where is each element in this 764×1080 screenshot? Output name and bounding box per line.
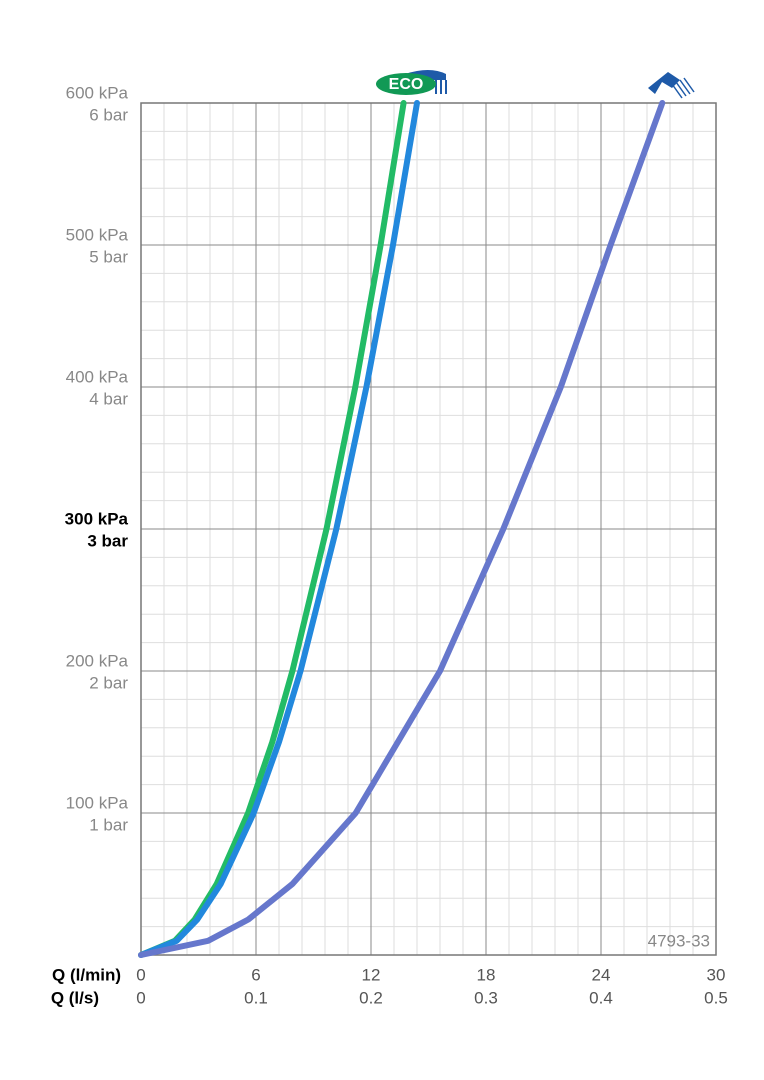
y-tick-label: 500 kPa (66, 225, 129, 244)
x2-tick-label: 0.2 (359, 988, 383, 1007)
plot-frame (140, 102, 717, 956)
curve (138, 100, 420, 958)
y-tick-label: 100 kPa (66, 793, 129, 812)
y2-tick-label: 3 bar (87, 531, 128, 550)
x2-tick-label: 0.5 (704, 988, 728, 1007)
x2-tick-label: 0.3 (474, 988, 498, 1007)
eco-icon: ECO (376, 70, 447, 95)
x-tick-label: 24 (592, 965, 611, 984)
y-tick-label: 600 kPa (66, 83, 129, 102)
shower-icon (648, 72, 695, 99)
x2-tick-label: 0.1 (244, 988, 268, 1007)
x-tick-label: 12 (362, 965, 381, 984)
y-tick-label: 400 kPa (66, 367, 129, 386)
x2-tick-label: 0 (136, 988, 145, 1007)
x-tick-label: 0 (136, 965, 145, 984)
y-tick-label: 200 kPa (66, 651, 129, 670)
x2-axis-label: Q (l/s) (51, 988, 99, 1007)
y2-tick-label: 4 bar (89, 389, 128, 408)
y2-tick-label: 6 bar (89, 105, 128, 124)
lines (138, 100, 666, 958)
curve (138, 100, 666, 958)
eco-label: ECO (389, 76, 424, 93)
x-tick-label: 30 (707, 965, 726, 984)
annotation: 4793-33 (648, 931, 710, 950)
x-axis-label: Q (l/min) (52, 965, 121, 984)
x2-tick-label: 0.4 (589, 988, 613, 1007)
y2-tick-label: 5 bar (89, 247, 128, 266)
x-tick-label: 18 (477, 965, 496, 984)
y2-tick-label: 2 bar (89, 673, 128, 692)
y2-tick-label: 1 bar (89, 815, 128, 834)
y-tick-label: 300 kPa (65, 509, 129, 528)
grid (140, 102, 717, 956)
x-tick-label: 6 (251, 965, 260, 984)
